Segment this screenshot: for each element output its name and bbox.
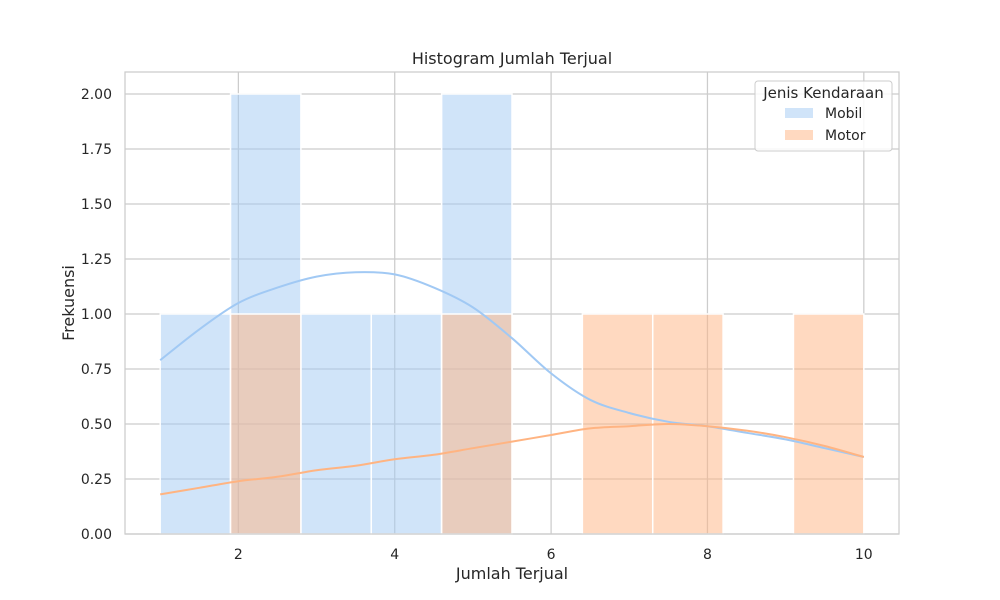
bar-motor bbox=[229, 313, 302, 535]
y-tick-label: 2.00 bbox=[81, 87, 112, 103]
y-axis-title: Frekuensi bbox=[59, 265, 78, 341]
chart-title: Histogram Jumlah Terjual bbox=[412, 49, 612, 68]
x-tick-label: 10 bbox=[855, 547, 873, 563]
bars-layer bbox=[159, 93, 865, 535]
bar-mobil bbox=[370, 313, 443, 535]
y-tick-label: 1.50 bbox=[81, 197, 112, 213]
bar-motor bbox=[440, 313, 513, 535]
legend-title: Jenis Kendaraan bbox=[762, 84, 884, 102]
legend: Jenis Kendaraan Mobil Motor bbox=[754, 80, 893, 152]
y-tick-label: 0.00 bbox=[81, 527, 112, 543]
y-tick-label: 1.25 bbox=[81, 252, 112, 268]
x-tick-label: 4 bbox=[390, 547, 399, 563]
x-tick-label: 2 bbox=[234, 547, 243, 563]
bar-motor bbox=[581, 313, 654, 535]
y-tick-label: 0.25 bbox=[81, 472, 112, 488]
y-tick-label: 1.75 bbox=[81, 142, 112, 158]
legend-label-motor: Motor bbox=[825, 128, 866, 144]
plot-frame bbox=[124, 71, 900, 535]
legend-label-mobil: Mobil bbox=[825, 106, 862, 122]
x-tick-label: 8 bbox=[703, 547, 712, 563]
y-tick-label: 0.75 bbox=[81, 362, 112, 378]
y-tick-label: 0.50 bbox=[81, 417, 112, 433]
legend-swatch-motor bbox=[785, 130, 813, 140]
bar-mobil bbox=[300, 313, 373, 535]
x-tick-label: 6 bbox=[547, 547, 556, 563]
bar-motor bbox=[792, 313, 865, 535]
y-tick-label: 1.00 bbox=[81, 307, 112, 323]
kde-line-mobil bbox=[159, 271, 865, 458]
bar-mobil bbox=[159, 313, 232, 535]
kde-line-motor bbox=[160, 422, 865, 496]
kde-layer bbox=[159, 271, 865, 496]
x-axis-title: Jumlah Terjual bbox=[455, 564, 568, 583]
ticks-layer: 0.00 0.25 0.50 0.75 1.00 1.25 1.50 1.75 2.00 2 4 6 8… bbox=[81, 87, 873, 563]
legend-swatch-mobil bbox=[785, 108, 813, 118]
